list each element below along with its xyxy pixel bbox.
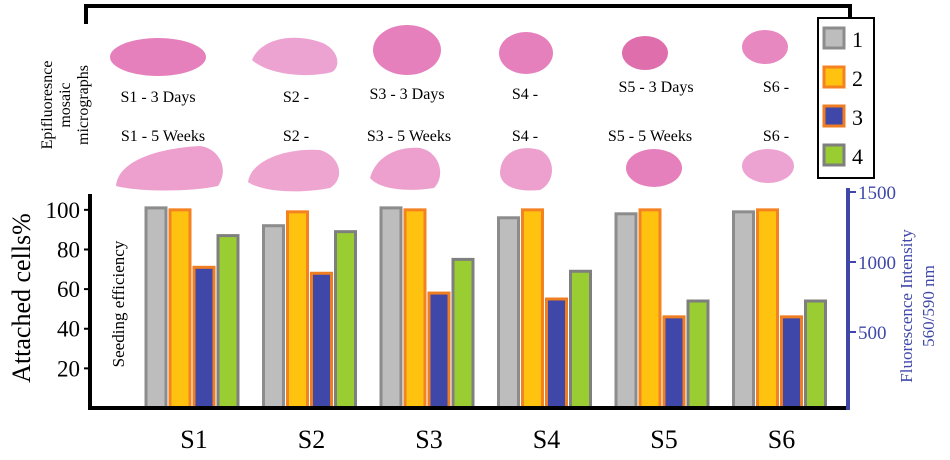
legend-swatch-3 xyxy=(822,104,846,128)
bar-s4-series-3 xyxy=(545,297,568,410)
x-tick-label-s2: S2 xyxy=(298,425,325,454)
micrograph-s5-3days xyxy=(622,36,668,70)
micro-label-r1-s4: S4 - xyxy=(512,86,538,103)
y-tick-label: 80 xyxy=(57,237,80,262)
micro-label-r2-s3: S3 - 5 Weeks xyxy=(367,128,451,145)
micrograph-images xyxy=(110,25,794,192)
legend-items: 1 2 3 4 xyxy=(822,26,863,169)
legend-label-4: 4 xyxy=(852,144,863,169)
y-tick-label: 40 xyxy=(57,317,80,342)
bar-s1-series-2 xyxy=(168,208,192,410)
bar-s6-series-2 xyxy=(756,208,779,410)
x-tick-label-s1: S1 xyxy=(180,425,207,454)
micro-label-r1-s3: S3 - 3 Days xyxy=(369,86,444,103)
micro-label-r2-s4: S4 - xyxy=(512,128,538,145)
y-tick-label: 100 xyxy=(46,198,81,223)
bar-s6-series-3 xyxy=(780,315,803,410)
micrograph-s5-5weeks xyxy=(626,149,682,187)
x-tick-label-s4: S4 xyxy=(533,425,560,454)
side-label-line-1: Epifluoresnce xyxy=(39,61,56,150)
micrograph-s2-5weeks xyxy=(248,149,340,192)
micrograph-labels-row-1: S1 - 3 Days S2 - S3 - 3 Days S4 - S5 - 3… xyxy=(120,79,789,106)
bar-s6-series-1 xyxy=(732,210,755,410)
micro-label-r1-s5: S5 - 3 Days xyxy=(618,79,693,96)
micrograph-side-label: Epifluoresnce mosaic micrographs xyxy=(39,61,92,150)
bar-s6-series-4 xyxy=(804,299,827,410)
side-label-line-2: mosaic xyxy=(57,82,74,127)
y-axis-inner-label: Seeding efficiency xyxy=(109,240,128,367)
legend-label-1: 1 xyxy=(852,27,863,52)
legend-swatch-1 xyxy=(822,26,846,50)
bar-s1-series-3 xyxy=(192,265,216,410)
bar-s5-series-4 xyxy=(686,299,710,410)
micro-label-r1-s2: S2 - xyxy=(283,89,309,106)
chart: 20 40 60 80 100 500 1000 1500 S1 S2 S3 S4 S5 S6 Att… xyxy=(7,183,938,454)
x-tick-label-s6: S6 xyxy=(768,425,795,454)
legend-swatch-2 xyxy=(822,65,846,89)
y-axis-ticks: 20 40 60 80 100 xyxy=(46,198,92,381)
bar-s3-series-3 xyxy=(427,291,451,410)
bars xyxy=(144,206,827,410)
micro-label-r1-s1: S1 - 3 Days xyxy=(120,89,195,106)
bar-s4-series-4 xyxy=(569,269,592,410)
bar-s1-series-4 xyxy=(216,234,240,410)
y-tick-label: 20 xyxy=(57,356,80,381)
bar-s3-series-1 xyxy=(379,206,403,410)
legend-label-3: 3 xyxy=(852,105,863,130)
y-tick-label: 60 xyxy=(57,277,80,302)
bar-s5-series-2 xyxy=(638,208,662,410)
y2-tick-label: 1500 xyxy=(858,183,896,204)
bar-s1-series-1 xyxy=(144,206,168,410)
micrograph-s6-3days xyxy=(742,30,788,64)
micrograph-labels-row-2: S1 - 5 Weeks S2 - S3 - 5 Weeks S4 - S5 -… xyxy=(121,128,789,145)
y2-axis-label-line-2: 560/590 nm xyxy=(919,265,938,347)
micrograph-s3-5weeks xyxy=(370,147,441,190)
micro-label-r2-s2: S2 - xyxy=(283,128,309,145)
bar-s5-series-1 xyxy=(614,212,638,410)
bar-s2-series-1 xyxy=(262,224,285,410)
legend: 1 2 3 4 xyxy=(817,17,875,179)
legend-label-2: 2 xyxy=(852,66,863,91)
micrograph-s2-3days xyxy=(252,37,338,76)
micrograph-s4-3days xyxy=(499,32,553,74)
y2-axis-ticks: 500 1000 1500 xyxy=(846,183,896,344)
x-tick-label-s5: S5 xyxy=(650,425,677,454)
micrograph-s1-3days xyxy=(110,38,206,76)
micrograph-s3-3days xyxy=(373,25,441,75)
micro-label-r1-s6: S6 - xyxy=(763,79,789,96)
micro-label-r2-s6: S6 - xyxy=(763,128,789,145)
y-axis-label: Attached cells% xyxy=(7,213,36,383)
y2-tick-label: 500 xyxy=(858,323,887,344)
top-bracket xyxy=(84,4,852,24)
bar-s3-series-2 xyxy=(403,208,427,410)
side-label-line-3: micrographs xyxy=(75,65,92,145)
legend-swatch-4 xyxy=(822,143,846,167)
x-axis-ticks: S1 S2 S3 S4 S5 S6 xyxy=(180,425,795,454)
bar-s3-series-4 xyxy=(451,257,475,410)
bar-s2-series-3 xyxy=(310,271,333,410)
x-tick-label-s3: S3 xyxy=(415,425,442,454)
bar-s4-series-2 xyxy=(521,208,544,410)
bar-s2-series-4 xyxy=(334,230,357,410)
micro-label-r2-s1: S1 - 5 Weeks xyxy=(121,128,205,145)
micrograph-s6-5weeks xyxy=(742,149,794,183)
micrograph-s4-5weeks xyxy=(500,148,552,191)
micrograph-s1-5weeks xyxy=(116,146,223,191)
micro-label-r2-s5: S5 - 5 Weeks xyxy=(608,128,692,145)
bar-s4-series-1 xyxy=(497,216,520,410)
bar-s2-series-2 xyxy=(286,210,309,410)
y2-axis-label-line-1: Fluorescence Intensity xyxy=(897,229,916,383)
y2-tick-label: 1000 xyxy=(858,253,896,274)
bar-s5-series-3 xyxy=(662,315,686,410)
